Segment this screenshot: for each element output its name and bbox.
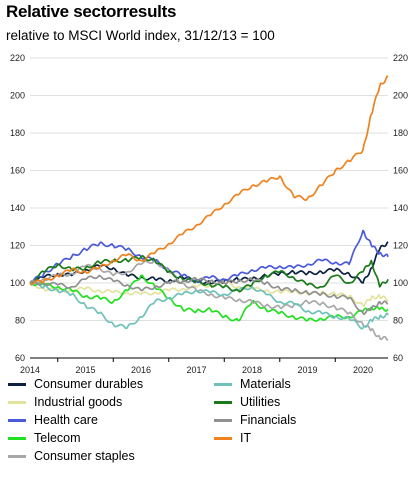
series-lines — [29, 75, 389, 341]
y-tick-label-left: 80 — [15, 316, 25, 326]
x-tick-label: 2018 — [242, 365, 262, 375]
y-tick-label-right: 100 — [393, 278, 408, 288]
y-tick-label-right: 220 — [393, 53, 408, 63]
x-tick-label: 2020 — [353, 365, 373, 375]
x-tick-label: 2016 — [131, 365, 151, 375]
x-tick-label: 2017 — [186, 365, 206, 375]
y-tick-label-right: 200 — [393, 91, 408, 101]
y-tick-label-right: 140 — [393, 203, 408, 213]
series-line-it — [29, 75, 389, 286]
y-tick-label-left: 220 — [10, 53, 25, 63]
y-tick-label-left: 200 — [10, 91, 25, 101]
gridlines — [30, 57, 388, 359]
y-tick-label-left: 120 — [10, 241, 25, 251]
y-tick-label-right: 180 — [393, 128, 408, 138]
y-tick-label-right: 160 — [393, 166, 408, 176]
y-tick-label-right: 60 — [393, 353, 403, 363]
series-line-materials — [29, 282, 389, 330]
series-line-financials — [29, 274, 389, 316]
y-tick-label-left: 160 — [10, 166, 25, 176]
y-tick-label-right: 80 — [393, 316, 403, 326]
y-tick-label-right: 120 — [393, 241, 408, 251]
series-line-telecom — [29, 274, 389, 322]
chart-title: Relative sectorresults — [6, 2, 177, 21]
y-tick-label-left: 140 — [10, 203, 25, 213]
axes: 60 60 80 80 100 100 120 120 140 140 160 160 180 180 20… — [10, 53, 408, 375]
chart-subtitle: relative to MSCI World index, 31/12/13 =… — [6, 28, 275, 43]
series-line-health-care — [29, 229, 389, 285]
x-tick-label: 2019 — [298, 365, 318, 375]
x-tick-label: 2015 — [75, 365, 95, 375]
y-tick-label-left: 180 — [10, 128, 25, 138]
x-tick-label: 2014 — [20, 365, 40, 375]
y-tick-label-left: 100 — [10, 278, 25, 288]
y-tick-label-left: 60 — [15, 353, 25, 363]
